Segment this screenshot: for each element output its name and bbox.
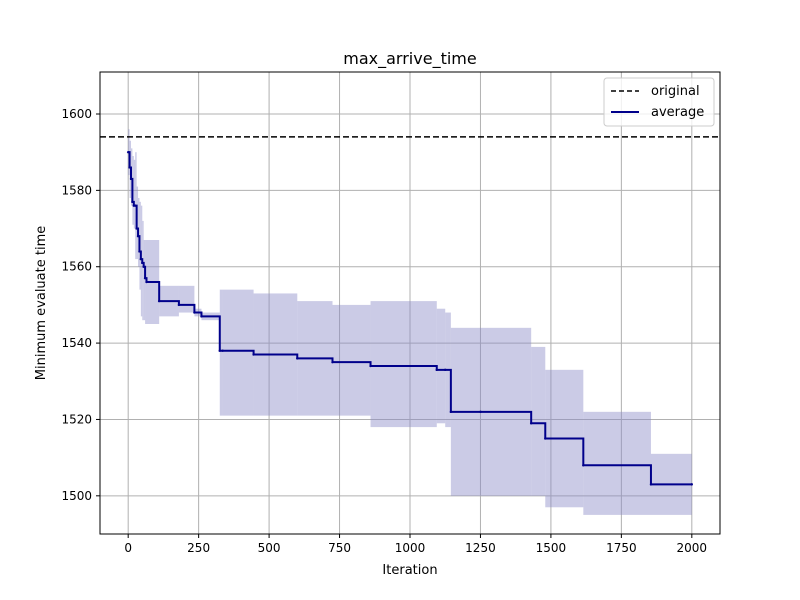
average-point xyxy=(138,250,141,253)
y-tick-label: 1500 xyxy=(61,489,92,503)
average-point xyxy=(544,437,547,440)
average-point xyxy=(157,299,161,303)
y-tick-label: 1600 xyxy=(61,107,92,121)
average-point xyxy=(331,360,334,364)
range-segment xyxy=(436,308,446,424)
x-tick-label: 750 xyxy=(328,541,351,555)
average-point xyxy=(435,368,438,372)
range-segment xyxy=(531,346,546,496)
average-point xyxy=(177,303,181,307)
range-segment xyxy=(370,301,437,428)
legend-original-label: original xyxy=(651,84,700,99)
average-point xyxy=(479,410,482,414)
average-point xyxy=(135,227,138,230)
x-tick-label: 1750 xyxy=(606,541,637,555)
average-point xyxy=(139,257,143,261)
average-point xyxy=(252,353,255,356)
average-point xyxy=(221,349,224,352)
range-segment xyxy=(332,304,371,416)
y-tick-label: 1540 xyxy=(61,336,92,350)
range-segment xyxy=(178,285,195,313)
y-tick-label: 1560 xyxy=(61,260,92,274)
range-segment xyxy=(143,240,146,321)
average-point xyxy=(369,364,372,368)
x-axis: 0 250 500 750 1000 1250 1500 1750 2000 xyxy=(124,534,707,555)
average-point xyxy=(143,276,147,280)
average-point xyxy=(444,368,447,372)
average-point xyxy=(193,311,196,314)
average-point xyxy=(142,265,145,268)
average-point xyxy=(128,166,131,169)
y-tick-label: 1520 xyxy=(61,412,92,426)
x-tick-label: 1000 xyxy=(395,541,426,555)
average-point xyxy=(218,349,221,352)
x-tick-label: 1500 xyxy=(536,541,567,555)
y-tick-label: 1580 xyxy=(61,183,92,197)
range-segment xyxy=(219,289,223,416)
x-tick-label: 1250 xyxy=(465,541,496,555)
average-point xyxy=(200,315,203,318)
average-point xyxy=(131,200,134,204)
chart-title: max_arrive_time xyxy=(343,49,476,69)
y-axis: 1500 1520 1540 1560 1580 1600 xyxy=(61,107,100,503)
average-point xyxy=(141,261,144,265)
x-tick-label: 250 xyxy=(187,541,210,555)
range-segment xyxy=(222,289,254,416)
average-point xyxy=(129,177,133,181)
average-markers xyxy=(126,150,694,486)
x-tick-label: 500 xyxy=(258,541,281,555)
legend-average-label: average xyxy=(651,105,704,120)
y-axis-label: Minimum evaluate time xyxy=(34,226,49,380)
average-point xyxy=(126,150,130,154)
x-tick-label: 2000 xyxy=(677,541,708,555)
range-segment xyxy=(133,159,136,229)
x-axis-label: Iteration xyxy=(382,563,437,578)
average-point xyxy=(649,483,653,486)
legend-box xyxy=(603,77,715,127)
range-segment xyxy=(583,411,651,515)
average-point xyxy=(582,464,585,467)
average-point xyxy=(690,483,694,486)
average-point xyxy=(134,204,137,207)
range-segment xyxy=(142,220,144,321)
average-point xyxy=(145,280,148,284)
average-point xyxy=(529,422,533,425)
average-point xyxy=(136,234,140,238)
grid xyxy=(100,72,720,534)
legend: original average xyxy=(603,77,715,127)
average-point xyxy=(296,357,299,360)
x-tick-label: 0 xyxy=(124,541,132,555)
average-point xyxy=(449,410,453,414)
